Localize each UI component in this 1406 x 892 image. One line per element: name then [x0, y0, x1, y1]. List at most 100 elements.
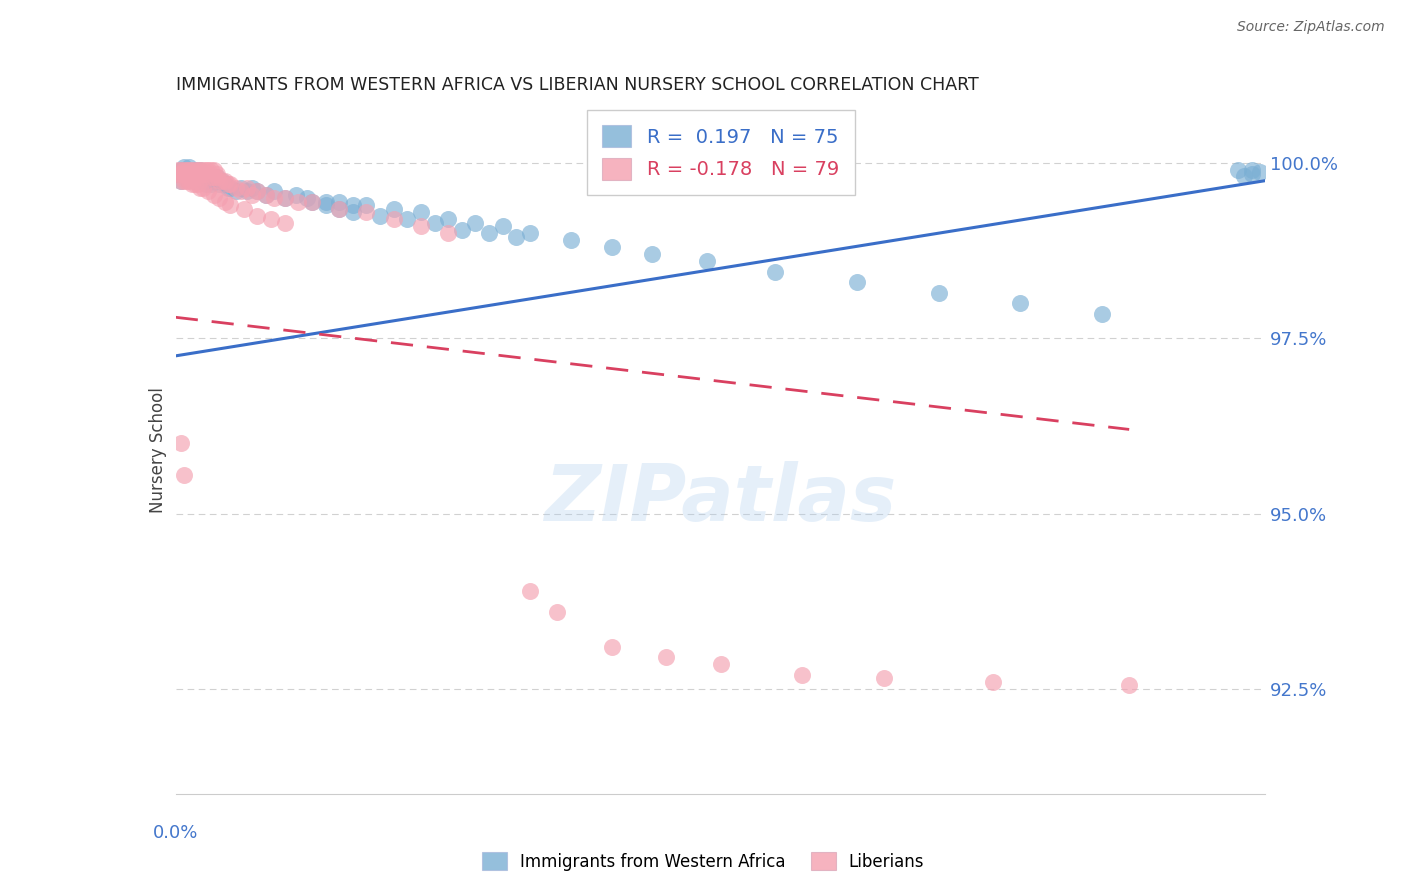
Point — [200, 177, 222, 191]
Point — [191, 180, 214, 194]
Point — [186, 163, 209, 178]
Point — [208, 177, 231, 191]
Point — [1118, 678, 1140, 692]
Point — [225, 184, 247, 198]
Point — [173, 160, 195, 174]
Point — [231, 180, 253, 194]
Point — [519, 226, 541, 240]
Point — [437, 212, 460, 227]
Point — [200, 170, 222, 185]
Point — [263, 191, 285, 205]
Point — [382, 212, 405, 227]
Point — [450, 222, 472, 236]
Point — [409, 205, 432, 219]
Point — [492, 219, 515, 234]
Point — [208, 191, 231, 205]
Point — [170, 163, 193, 178]
Point — [301, 194, 323, 209]
Point — [845, 275, 868, 289]
Point — [423, 216, 446, 230]
Point — [188, 163, 211, 178]
Point — [186, 167, 209, 181]
Point — [274, 191, 297, 205]
Point — [211, 173, 233, 187]
Point — [287, 194, 309, 209]
Text: Source: ZipAtlas.com: Source: ZipAtlas.com — [1237, 20, 1385, 34]
Point — [478, 226, 501, 240]
Legend: Immigrants from Western Africa, Liberians: Immigrants from Western Africa, Liberian… — [474, 844, 932, 880]
Point — [356, 205, 378, 219]
Point — [173, 167, 195, 181]
Point — [202, 173, 225, 187]
Point — [560, 233, 582, 247]
Point — [356, 198, 378, 212]
Point — [170, 436, 193, 450]
Point — [342, 198, 364, 212]
Point — [696, 254, 718, 268]
Point — [274, 216, 297, 230]
Y-axis label: Nursery School: Nursery School — [149, 387, 167, 514]
Point — [186, 177, 209, 191]
Point — [181, 163, 204, 178]
Point — [328, 202, 350, 216]
Point — [205, 167, 228, 181]
Point — [301, 194, 323, 209]
Point — [181, 177, 204, 191]
Point — [219, 198, 242, 212]
Point — [328, 202, 350, 216]
Point — [181, 167, 204, 181]
Point — [191, 167, 214, 181]
Point — [231, 184, 253, 198]
Point — [1249, 164, 1271, 178]
Point — [710, 657, 733, 672]
Point — [214, 173, 236, 187]
Point — [214, 177, 236, 191]
Point — [232, 202, 254, 216]
Point — [194, 177, 217, 191]
Point — [368, 209, 391, 223]
Point — [928, 285, 950, 300]
Point — [217, 180, 239, 194]
Point — [240, 180, 263, 194]
Point — [188, 170, 211, 185]
Text: ZIPatlas: ZIPatlas — [544, 460, 897, 537]
Point — [219, 180, 242, 194]
Point — [214, 194, 236, 209]
Point — [396, 212, 419, 227]
Point — [328, 194, 350, 209]
Point — [546, 605, 568, 619]
Point — [179, 167, 201, 181]
Point — [519, 583, 541, 598]
Point — [205, 173, 228, 187]
Point — [240, 187, 263, 202]
Point — [194, 170, 217, 185]
Point — [184, 173, 207, 187]
Point — [1227, 163, 1250, 178]
Point — [873, 671, 896, 685]
Point — [176, 170, 198, 185]
Point — [184, 163, 207, 178]
Point — [217, 177, 239, 191]
Point — [202, 187, 225, 202]
Point — [191, 163, 214, 178]
Point — [641, 247, 664, 261]
Point — [197, 167, 219, 181]
Point — [202, 163, 225, 178]
Point — [205, 170, 228, 185]
Text: IMMIGRANTS FROM WESTERN AFRICA VS LIBERIAN NURSERY SCHOOL CORRELATION CHART: IMMIGRANTS FROM WESTERN AFRICA VS LIBERI… — [176, 77, 979, 95]
Point — [184, 167, 207, 181]
Point — [176, 163, 198, 178]
Point — [186, 173, 209, 187]
Point — [173, 163, 195, 178]
Point — [200, 173, 222, 187]
Point — [246, 209, 269, 223]
Point — [167, 163, 190, 178]
Point — [315, 194, 337, 209]
Point — [284, 187, 307, 202]
Point — [254, 187, 277, 202]
Point — [315, 198, 337, 212]
Point — [184, 163, 207, 178]
Point — [188, 180, 211, 194]
Point — [197, 184, 219, 198]
Point — [179, 167, 201, 181]
